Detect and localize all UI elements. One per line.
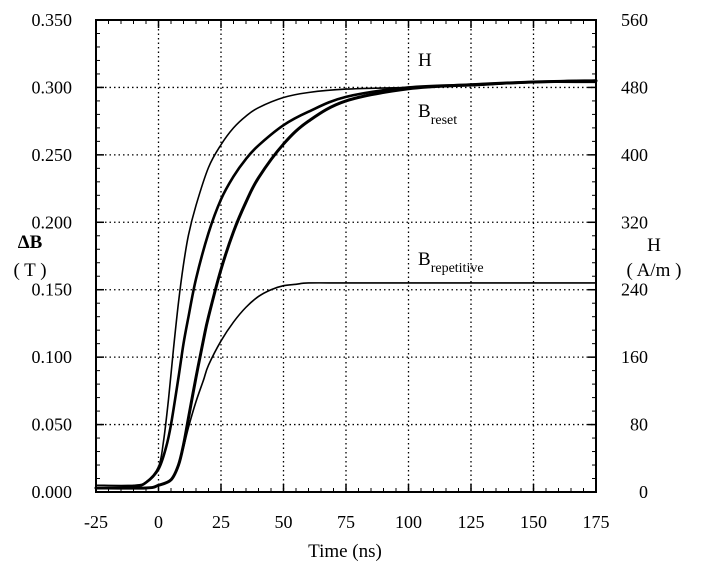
right-axis-unit: ( A/m ) (627, 260, 682, 281)
y-left-tick-label: 0.200 (32, 212, 73, 232)
annotation-b-reset: Breset (418, 101, 457, 128)
y-right-tick-label: 80 (630, 415, 648, 435)
annotation-b-repetitive: Brepetitive (418, 249, 484, 276)
y-left-tick-label: 0.300 (32, 77, 73, 97)
y-right-tick-label: 240 (621, 280, 648, 300)
x-axis-title: Time (ns) (308, 541, 382, 562)
y-left-tick-label: 0.100 (32, 347, 73, 367)
x-tick-label: -25 (84, 512, 108, 532)
x-tick-label: 25 (212, 512, 230, 532)
x-tick-label: 50 (275, 512, 293, 532)
x-tick-label: 125 (458, 512, 485, 532)
y-right-tick-label: 0 (639, 482, 648, 502)
y-left-tick-label: 0.050 (32, 415, 73, 435)
annotation-h: H (418, 50, 432, 71)
x-tick-label: 175 (583, 512, 610, 532)
series-line (94, 79, 598, 490)
y-left-tick-label: 0.250 (32, 145, 73, 165)
x-tick-label: 75 (337, 512, 355, 532)
annotation-b-reset-main: B (418, 101, 431, 122)
annotation-b-reset-sub: reset (431, 113, 458, 128)
y-right-tick-label: 560 (621, 10, 648, 30)
right-axis-title: H (647, 235, 661, 256)
y-left-tick-label: 0.000 (32, 482, 73, 502)
axis-ticks: -25 0 25 50 75 100 125 150 175 0.000 0.050 0.100 0.1… (32, 10, 649, 532)
y-right-tick-label: 160 (621, 347, 648, 367)
y-left-tick-label: 0.350 (32, 10, 73, 30)
x-tick-label: 100 (395, 512, 422, 532)
y-right-tick-label: 320 (621, 212, 648, 232)
left-axis-unit: ( T ) (13, 260, 46, 281)
series-line (95, 282, 597, 489)
annotation-b-repetitive-sub: repetitive (431, 261, 484, 276)
left-axis-title: ΔB (18, 232, 43, 253)
series-line (95, 81, 597, 487)
annotation-b-repetitive-main: B (418, 249, 431, 270)
y-left-tick-label: 0.150 (32, 280, 73, 300)
x-tick-label: 0 (154, 512, 163, 532)
data-curves (94, 79, 598, 490)
y-right-tick-label: 480 (621, 77, 648, 97)
y-right-tick-label: 400 (621, 145, 648, 165)
x-tick-label: 150 (520, 512, 547, 532)
